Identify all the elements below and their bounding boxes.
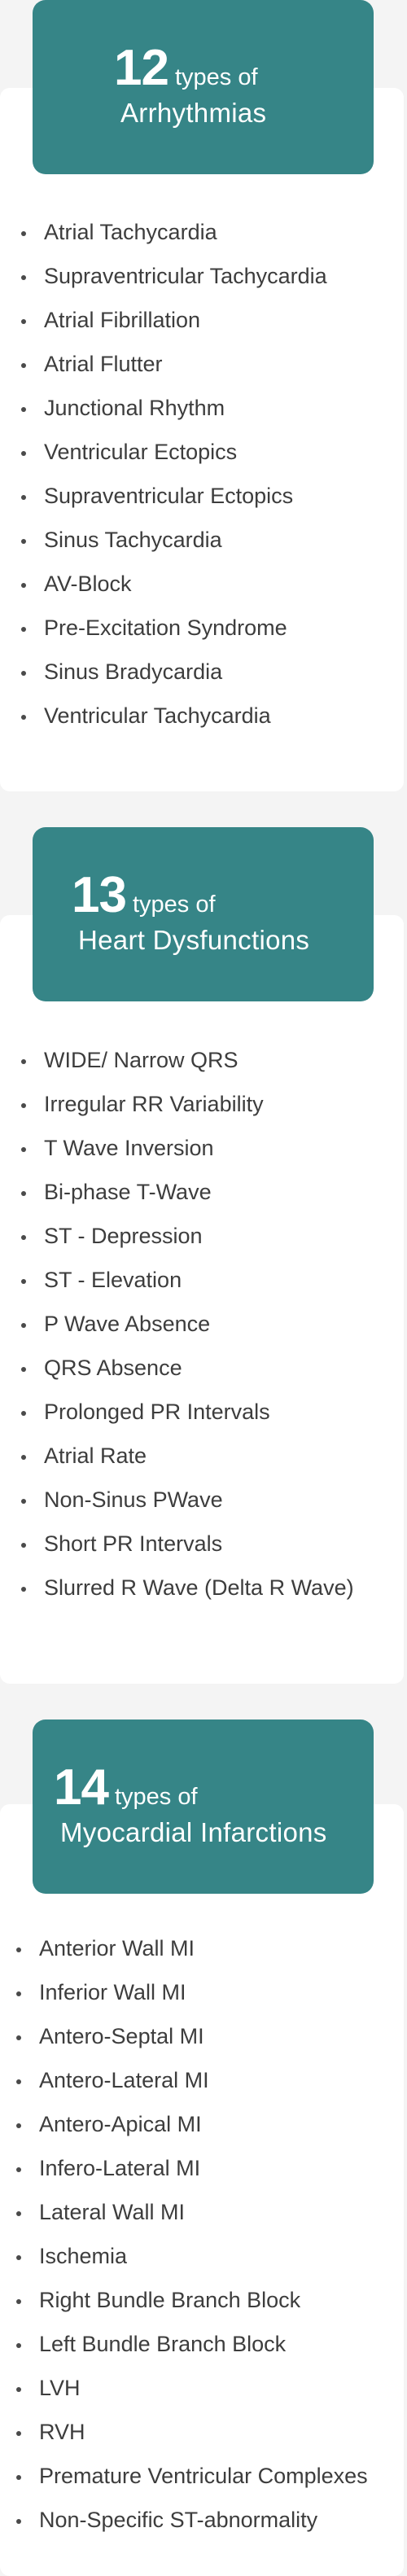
myocardial-infarctions-title: Myocardial Infarctions xyxy=(60,1817,327,1847)
heart-dysfunctions-types-label: types of xyxy=(132,892,216,918)
arrhythmias-card xyxy=(0,88,404,791)
list-item: Antero-Septal MI xyxy=(16,2014,368,2058)
list-item: Irregular RR Variability xyxy=(21,1082,354,1126)
list-item: Ventricular Tachycardia xyxy=(21,694,327,738)
arrhythmias-count: 12 xyxy=(114,40,169,96)
arrhythmias-title: Arrhythmias xyxy=(120,98,267,128)
heart-dysfunctions-header: 13 types of Heart Dysfunctions xyxy=(33,827,374,1001)
list-item: Junctional Rhythm xyxy=(21,386,327,430)
list-item: Atrial Rate xyxy=(21,1434,354,1478)
list-item: Supraventricular Ectopics xyxy=(21,474,327,518)
myocardial-infarctions-card xyxy=(0,1804,404,2576)
list-item: Atrial Tachycardia xyxy=(21,210,327,254)
myocardial-infarctions-types-label: types of xyxy=(114,1784,198,1810)
list-item: Infero-Lateral MI xyxy=(16,2146,368,2190)
list-item: Ischemia xyxy=(16,2234,368,2278)
myocardial-infarctions-count: 14 xyxy=(54,1759,109,1816)
list-item: Right Bundle Branch Block xyxy=(16,2278,368,2322)
list-item: Antero-Apical MI xyxy=(16,2102,368,2146)
myocardial-infarctions-list: Anterior Wall MI Inferior Wall MI Antero… xyxy=(16,1926,368,2542)
list-item: Bi-phase T-Wave xyxy=(21,1170,354,1214)
heart-dysfunctions-title: Heart Dysfunctions xyxy=(78,925,310,955)
list-item: Atrial Fibrillation xyxy=(21,298,327,342)
list-item: Sinus Tachycardia xyxy=(21,518,327,562)
list-item: Sinus Bradycardia xyxy=(21,650,327,694)
list-item: Non-Sinus PWave xyxy=(21,1478,354,1522)
list-item: Non-Specific ST-abnormality xyxy=(16,2498,368,2542)
list-item: Antero-Lateral MI xyxy=(16,2058,368,2102)
list-item: RVH xyxy=(16,2410,368,2454)
arrhythmias-header: 12 types of Arrhythmias xyxy=(33,0,374,174)
list-item: Premature Ventricular Complexes xyxy=(16,2454,368,2498)
list-item: P Wave Absence xyxy=(21,1302,354,1346)
heart-dysfunctions-list: WIDE/ Narrow QRS Irregular RR Variabilit… xyxy=(21,1038,354,1610)
list-item: ST - Elevation xyxy=(21,1258,354,1302)
list-item: Prolonged PR Intervals xyxy=(21,1390,354,1434)
list-item: QRS Absence xyxy=(21,1346,354,1390)
list-item: AV-Block xyxy=(21,562,327,606)
list-item: WIDE/ Narrow QRS xyxy=(21,1038,354,1082)
list-item: Supraventricular Tachycardia xyxy=(21,254,327,298)
arrhythmias-list: Atrial Tachycardia Supraventricular Tach… xyxy=(21,210,327,738)
list-item: Pre-Excitation Syndrome xyxy=(21,606,327,650)
heart-dysfunctions-count: 13 xyxy=(72,867,127,923)
heart-dysfunctions-card xyxy=(0,915,404,1684)
myocardial-infarctions-header: 14 types of Myocardial Infarctions xyxy=(33,1720,374,1894)
list-item: Slurred R Wave (Delta R Wave) xyxy=(21,1566,354,1610)
list-item: Left Bundle Branch Block xyxy=(16,2322,368,2366)
arrhythmias-types-label: types of xyxy=(174,64,258,90)
list-item: Anterior Wall MI xyxy=(16,1926,368,1970)
list-item: ST - Depression xyxy=(21,1214,354,1258)
list-item: Short PR Intervals xyxy=(21,1522,354,1566)
list-item: Ventricular Ectopics xyxy=(21,430,327,474)
list-item: Lateral Wall MI xyxy=(16,2190,368,2234)
list-item: LVH xyxy=(16,2366,368,2410)
list-item: Inferior Wall MI xyxy=(16,1970,368,2014)
list-item: T Wave Inversion xyxy=(21,1126,354,1170)
list-item: Atrial Flutter xyxy=(21,342,327,386)
